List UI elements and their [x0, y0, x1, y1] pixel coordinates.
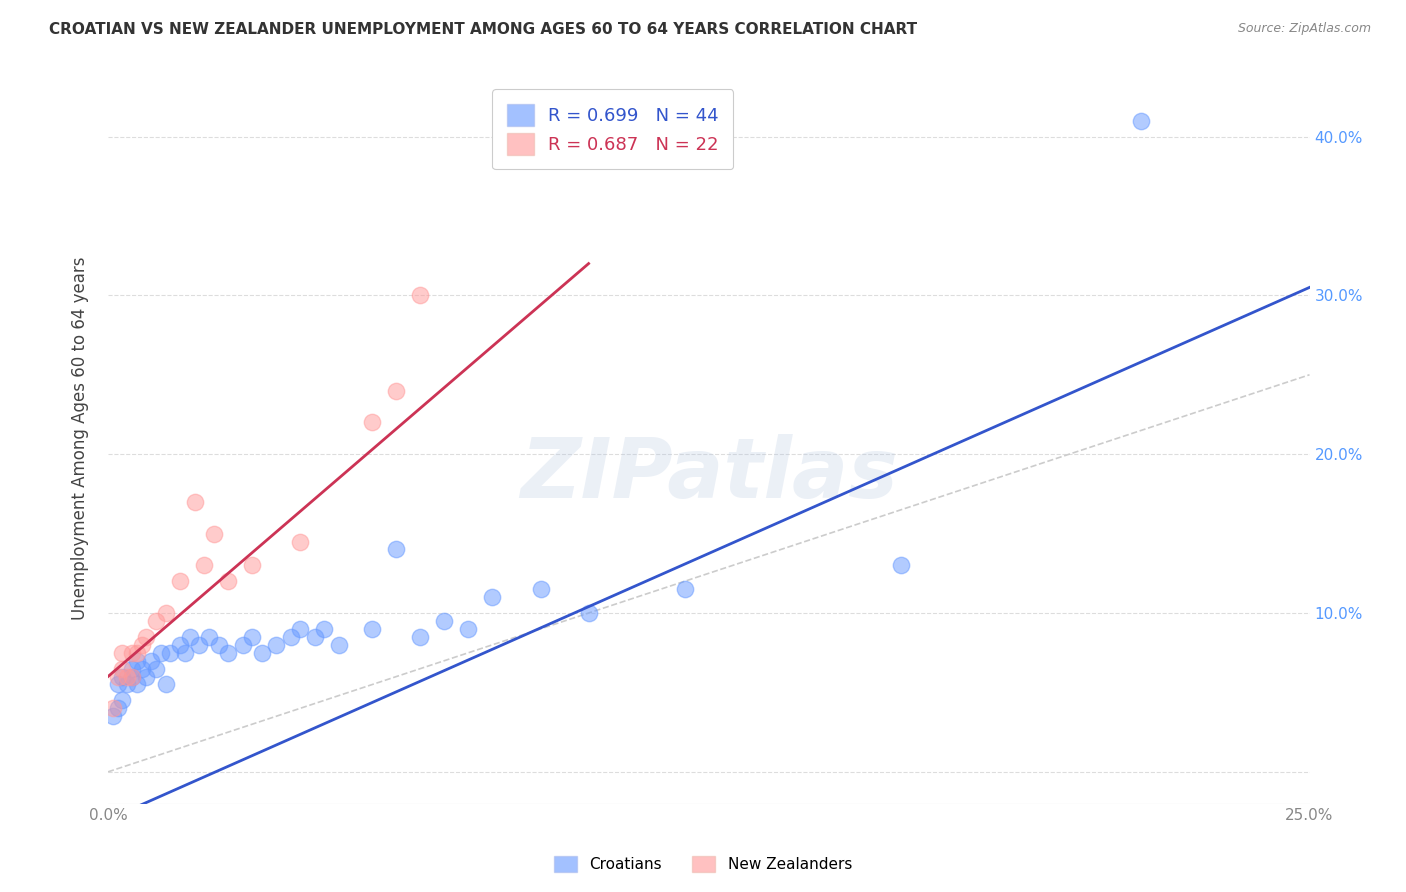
Point	[529, 582, 551, 597]
Point	[121, 646, 143, 660]
Point	[304, 630, 326, 644]
Text: ZIPatlas: ZIPatlas	[520, 434, 897, 516]
Point	[232, 638, 254, 652]
Point	[169, 574, 191, 589]
Point	[1130, 113, 1153, 128]
Point	[125, 646, 148, 660]
Point	[314, 622, 336, 636]
Y-axis label: Unemployment Among Ages 60 to 64 years: Unemployment Among Ages 60 to 64 years	[72, 257, 89, 620]
Point	[155, 677, 177, 691]
Point	[115, 669, 138, 683]
Point	[107, 677, 129, 691]
Text: Source: ZipAtlas.com: Source: ZipAtlas.com	[1237, 22, 1371, 36]
Point	[328, 638, 350, 652]
Point	[135, 669, 157, 683]
Point	[121, 669, 143, 683]
Point	[179, 630, 201, 644]
Legend: R = 0.699   N = 44, R = 0.687   N = 22: R = 0.699 N = 44, R = 0.687 N = 22	[492, 89, 733, 169]
Point	[125, 654, 148, 668]
Point	[361, 622, 384, 636]
Point	[240, 630, 263, 644]
Point	[111, 669, 134, 683]
Point	[481, 590, 503, 604]
Point	[217, 574, 239, 589]
Point	[155, 606, 177, 620]
Point	[145, 662, 167, 676]
Point	[141, 654, 163, 668]
Point	[409, 288, 432, 302]
Point	[385, 542, 408, 557]
Point	[101, 709, 124, 723]
Point	[173, 646, 195, 660]
Point	[198, 630, 221, 644]
Point	[145, 614, 167, 628]
Point	[111, 662, 134, 676]
Point	[115, 677, 138, 691]
Point	[202, 526, 225, 541]
Point	[121, 669, 143, 683]
Point	[280, 630, 302, 644]
Point	[193, 558, 215, 573]
Point	[673, 582, 696, 597]
Point	[183, 495, 205, 509]
Point	[131, 662, 153, 676]
Point	[131, 638, 153, 652]
Point	[890, 558, 912, 573]
Point	[361, 416, 384, 430]
Point	[385, 384, 408, 398]
Point	[290, 622, 312, 636]
Point	[409, 630, 432, 644]
Point	[101, 701, 124, 715]
Point	[264, 638, 287, 652]
Point	[240, 558, 263, 573]
Point	[433, 614, 456, 628]
Point	[159, 646, 181, 660]
Point	[578, 606, 600, 620]
Point	[169, 638, 191, 652]
Point	[135, 630, 157, 644]
Point	[207, 638, 229, 652]
Point	[457, 622, 479, 636]
Point	[107, 669, 129, 683]
Point	[250, 646, 273, 660]
Point	[111, 646, 134, 660]
Point	[290, 534, 312, 549]
Point	[111, 693, 134, 707]
Point	[217, 646, 239, 660]
Point	[121, 662, 143, 676]
Point	[125, 677, 148, 691]
Point	[149, 646, 172, 660]
Point	[107, 701, 129, 715]
Text: CROATIAN VS NEW ZEALANDER UNEMPLOYMENT AMONG AGES 60 TO 64 YEARS CORRELATION CHA: CROATIAN VS NEW ZEALANDER UNEMPLOYMENT A…	[49, 22, 917, 37]
Legend: Croatians, New Zealanders: Croatians, New Zealanders	[547, 848, 859, 880]
Point	[188, 638, 211, 652]
